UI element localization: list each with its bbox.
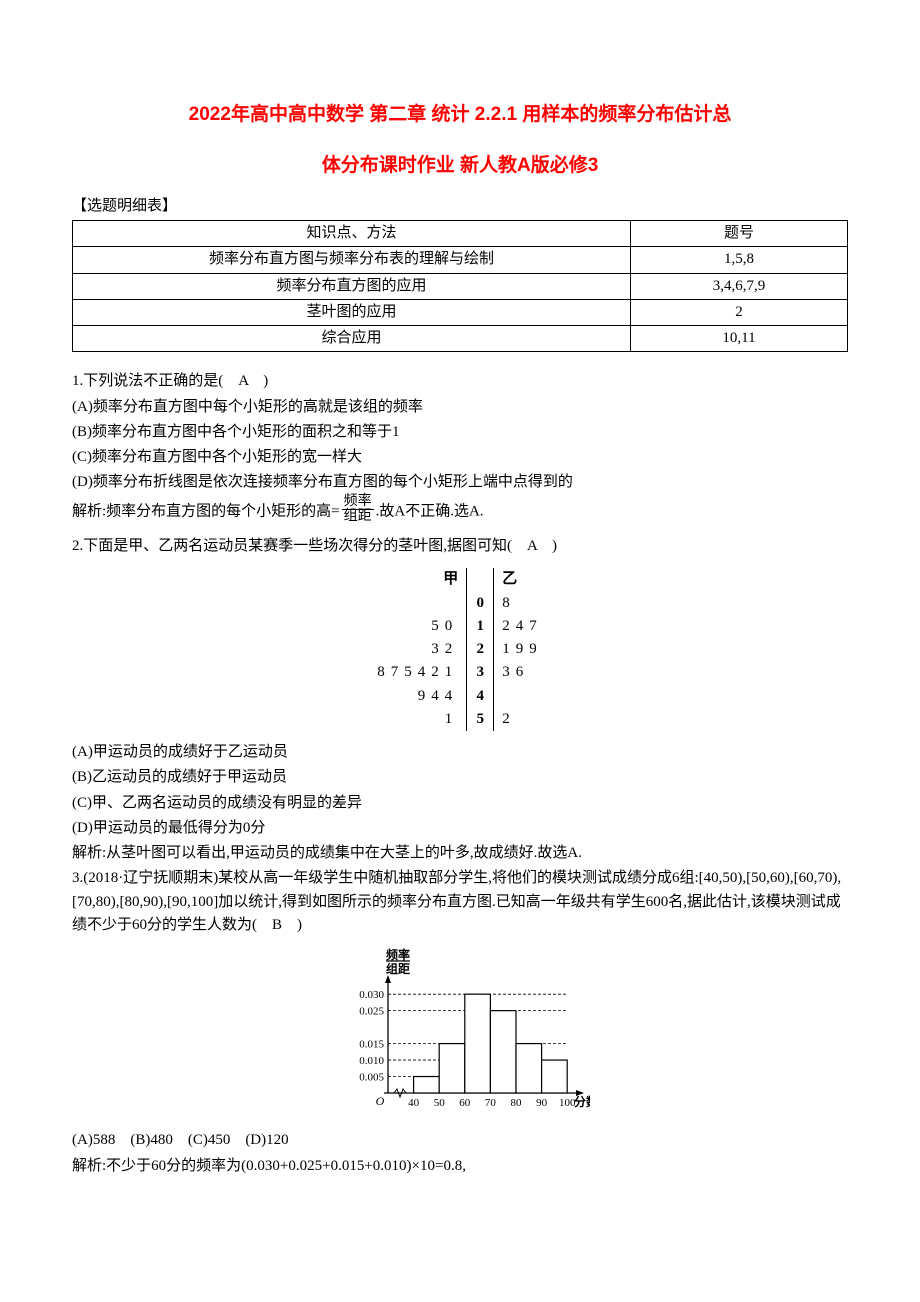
svg-text:0.030: 0.030 (359, 989, 384, 1001)
svg-text:分数: 分数 (574, 1094, 590, 1109)
svg-text:50: 50 (434, 1097, 446, 1109)
svg-text:频率: 频率 (386, 947, 410, 962)
q2-stem: 2.下面是甲、乙两名运动员某赛季一些场次得分的茎叶图,据图可知( A ) (72, 535, 848, 558)
q3-stem: 3.(2018·辽宁抚顺期末)某校从高一年级学生中随机抽取部分学生,将他们的模块… (72, 867, 848, 937)
col-header-num: 题号 (631, 221, 848, 247)
col-header-topic: 知识点、方法 (73, 221, 631, 247)
title-line-2: 体分布课时作业 新人教A版必修3 (72, 151, 848, 180)
cell: 茎叶图的应用 (73, 299, 631, 325)
q2-opt-a: (A)甲运动员的成绩好于乙运动员 (72, 741, 848, 764)
frac-num: 频率 (342, 495, 374, 511)
cell: 2 (631, 299, 848, 325)
svg-text:70: 70 (485, 1097, 497, 1109)
svg-text:0.005: 0.005 (359, 1072, 384, 1084)
q1-stem: 1.下列说法不正确的是( A ) (72, 370, 848, 393)
topic-table: 知识点、方法 题号 频率分布直方图与频率分布表的理解与绘制1,5,8 频率分布直… (72, 220, 848, 352)
svg-text:60: 60 (459, 1097, 471, 1109)
q1-opt-b: (B)频率分布直方图中各个小矩形的面积之和等于1 (72, 421, 848, 444)
q3-answer: 解析:不少于60分的频率为(0.030+0.025+0.015+0.010)×1… (72, 1155, 848, 1178)
svg-text:0.010: 0.010 (359, 1055, 384, 1067)
q3-options: (A)588 (B)480 (C)450 (D)120 (72, 1129, 848, 1152)
cell: 3,4,6,7,9 (631, 273, 848, 299)
svg-text:0.015: 0.015 (359, 1039, 384, 1051)
cell: 1,5,8 (631, 247, 848, 273)
svg-text:90: 90 (536, 1097, 548, 1109)
cell: 综合应用 (73, 326, 631, 352)
stem-leaf-plot: 甲乙085012473221998754213369444152 (72, 568, 848, 731)
title-line-1: 2022年高中高中数学 第二章 统计 2.2.1 用样本的频率分布估计总 (72, 100, 848, 129)
table-row: 综合应用10,11 (73, 326, 848, 352)
q2-opt-b: (B)乙运动员的成绩好于甲运动员 (72, 766, 848, 789)
table-row: 频率分布直方图的应用3,4,6,7,9 (73, 273, 848, 299)
svg-text:0.025: 0.025 (359, 1006, 384, 1018)
cell: 频率分布直方图的应用 (73, 273, 631, 299)
svg-text:O: O (376, 1094, 385, 1108)
svg-text:40: 40 (408, 1097, 420, 1109)
fraction-icon: 频率组距 (342, 495, 374, 525)
cell: 频率分布直方图与频率分布表的理解与绘制 (73, 247, 631, 273)
q1-ans-prefix: 解析:频率分布直方图的每个小矩形的高= (72, 503, 340, 519)
q2-answer: 解析:从茎叶图可以看出,甲运动员的成绩集中在大茎上的叶多,故成绩好.故选A. (72, 842, 848, 865)
table-header-row: 知识点、方法 题号 (73, 221, 848, 247)
table-row: 茎叶图的应用2 (73, 299, 848, 325)
q1-opt-a: (A)频率分布直方图中每个小矩形的高就是该组的频率 (72, 396, 848, 419)
q1-answer: 解析:频率分布直方图的每个小矩形的高=频率组距.故A不正确.选A. (72, 497, 848, 527)
q1-opt-c: (C)频率分布直方图中各个小矩形的宽一样大 (72, 446, 848, 469)
histogram-chart: 频率组距 O 0.005 0.010 0.015 0.025 0.030 40 50 60 70 80… (72, 945, 848, 1123)
table-row: 频率分布直方图与频率分布表的理解与绘制1,5,8 (73, 247, 848, 273)
q1-ans-suffix: .故A不正确.选A. (376, 503, 484, 519)
q2-opt-c: (C)甲、乙两名运动员的成绩没有明显的差异 (72, 792, 848, 815)
table-caption: 【选题明细表】 (72, 195, 848, 218)
frac-den: 组距 (342, 510, 374, 525)
q1-opt-d: (D)频率分布折线图是依次连接频率分布直方图的每个小矩形上端中点得到的 (72, 471, 848, 494)
q2-opt-d: (D)甲运动员的最低得分为0分 (72, 817, 848, 840)
svg-text:80: 80 (511, 1097, 523, 1109)
cell: 10,11 (631, 326, 848, 352)
svg-text:组距: 组距 (386, 961, 410, 976)
